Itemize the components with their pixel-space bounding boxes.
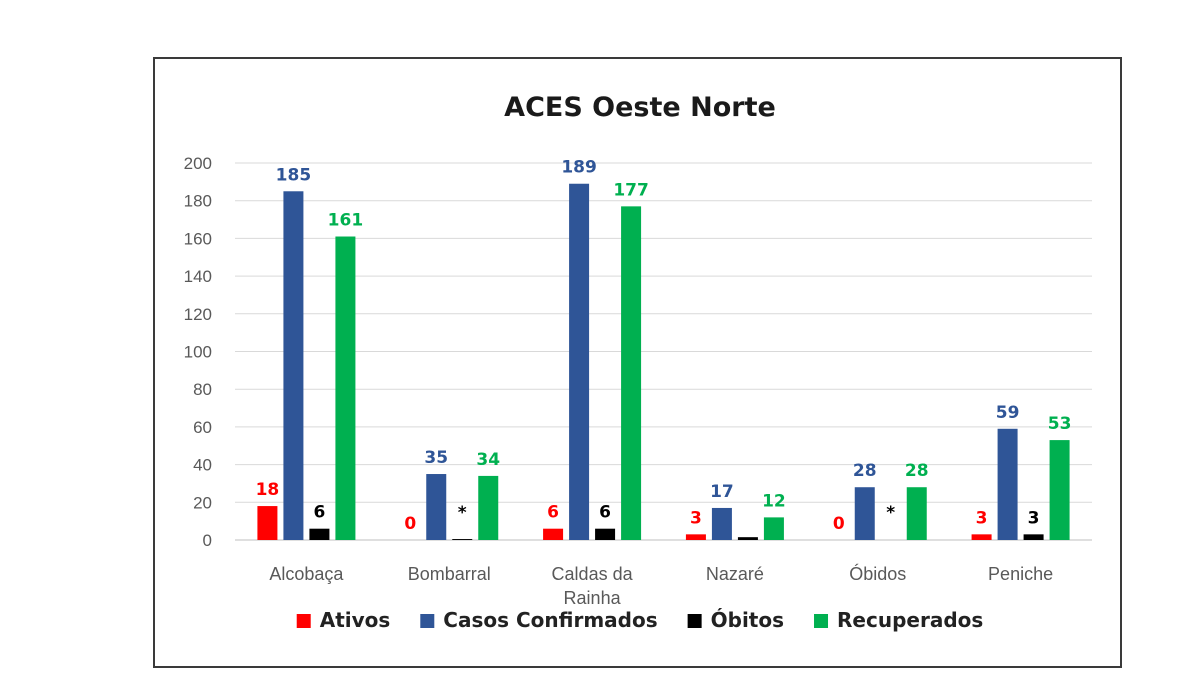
data-label: *: [458, 503, 467, 523]
data-label: 3: [690, 508, 702, 528]
bar-ativos: [257, 506, 278, 540]
x-tick-label-line: Bombarral: [408, 564, 491, 584]
y-tick-label: 200: [184, 154, 212, 173]
legend: Ativos Casos Confirmados Óbitos Recuperados: [296, 608, 983, 632]
x-tick-label-line: Caldas da: [552, 564, 634, 584]
legend-swatch: [420, 614, 435, 628]
x-tick-label: Óbidos: [849, 563, 906, 584]
x-axis: Alcobaça Bombarral Caldas da Rainha Nazaré Ób…: [269, 563, 1053, 608]
data-label: 12: [762, 491, 786, 511]
x-tick-label-line: Nazaré: [706, 564, 764, 584]
data-label: 3: [976, 508, 988, 528]
y-tick-label: 60: [193, 418, 212, 437]
data-label: 18: [256, 480, 280, 500]
bar-ativos: [971, 534, 992, 540]
bar-óbitos: [1023, 534, 1044, 540]
x-tick-label-line: Alcobaça: [269, 564, 344, 584]
x-tick-label-line: Óbidos: [849, 563, 906, 584]
bar-ativos: [685, 534, 706, 540]
x-tick-label: Alcobaça: [269, 564, 344, 584]
x-tick-label: Nazaré: [706, 564, 764, 584]
legend-label: Casos Confirmados: [443, 608, 657, 632]
bar-recuperados: [478, 475, 499, 540]
data-label: 28: [905, 461, 929, 481]
y-tick-label: 40: [193, 456, 212, 475]
data-label: 0: [833, 514, 845, 534]
legend-swatch: [296, 614, 311, 628]
data-label: 6: [313, 503, 325, 523]
bar-casos-confirmados: [569, 183, 590, 541]
data-label: 34: [476, 450, 500, 470]
x-tick-label-line: Rainha: [564, 588, 622, 608]
bar-casos-confirmados: [711, 507, 732, 540]
y-tick-label: 180: [184, 192, 212, 211]
bar-óbitos: [595, 528, 616, 540]
y-tick-label: 100: [184, 343, 212, 362]
data-label: 59: [996, 403, 1020, 423]
data-labels: 18 185 6 161 0 35 * 34 6 189 6 177 3 17 12 0 28 * 28 3 59 3 53: [256, 158, 1072, 534]
data-label: *: [886, 503, 895, 523]
data-label: 3: [1028, 508, 1040, 528]
bar-casos-confirmados: [854, 487, 875, 540]
bar-casos-confirmados: [283, 191, 304, 540]
chart-title: ACES Oeste Norte: [504, 92, 776, 123]
data-label: 0: [404, 514, 416, 534]
bar-recuperados: [906, 487, 927, 540]
data-label: 177: [613, 180, 649, 200]
gridlines: [235, 162, 1092, 541]
data-label: 35: [424, 448, 448, 468]
bar-recuperados: [621, 206, 642, 541]
data-label: 6: [599, 503, 611, 523]
data-label: 185: [276, 165, 312, 185]
data-label: 53: [1048, 414, 1072, 434]
data-label: 6: [547, 503, 559, 523]
bar-óbitos: [737, 537, 758, 540]
bar-recuperados: [1049, 440, 1070, 540]
chart-frame: ACES Oeste Norte 0 20 40 60 80 100 120 140 160 18…: [153, 57, 1122, 668]
x-tick-label: Peniche: [988, 564, 1053, 584]
legend-label: Ativos: [320, 608, 391, 632]
data-label: 28: [853, 461, 877, 481]
bar-óbitos: [452, 539, 473, 540]
legend-swatch: [814, 614, 829, 628]
x-tick-label: Caldas da Rainha: [552, 564, 634, 608]
y-tick-label: 0: [203, 531, 212, 550]
y-tick-label: 120: [184, 305, 212, 324]
y-tick-label: 80: [193, 380, 212, 399]
data-label: 17: [710, 482, 734, 502]
data-label: 189: [561, 158, 597, 178]
bar-chart: ACES Oeste Norte 02040608010012014016018…: [184, 92, 1092, 632]
x-tick-label-line: Peniche: [988, 564, 1053, 584]
y-axis: 0 20 40 60 80 100 120 140 160 180 200: [184, 154, 212, 550]
bar-casos-confirmados: [426, 474, 447, 540]
legend-swatch: [687, 614, 702, 628]
bar-recuperados: [763, 517, 784, 540]
bars: [257, 183, 1070, 541]
bar-ativos: [543, 528, 564, 540]
legend-label: Óbitos: [711, 608, 784, 632]
data-label: 161: [328, 211, 364, 231]
x-tick-label: Bombarral: [408, 564, 491, 584]
y-tick-label: 20: [193, 493, 212, 512]
bar-recuperados: [335, 236, 356, 540]
y-tick-label: 160: [184, 229, 212, 248]
bar-casos-confirmados: [997, 428, 1018, 540]
bar-óbitos: [309, 528, 330, 540]
legend-label: Recuperados: [837, 608, 983, 632]
y-tick-label: 140: [184, 267, 212, 286]
